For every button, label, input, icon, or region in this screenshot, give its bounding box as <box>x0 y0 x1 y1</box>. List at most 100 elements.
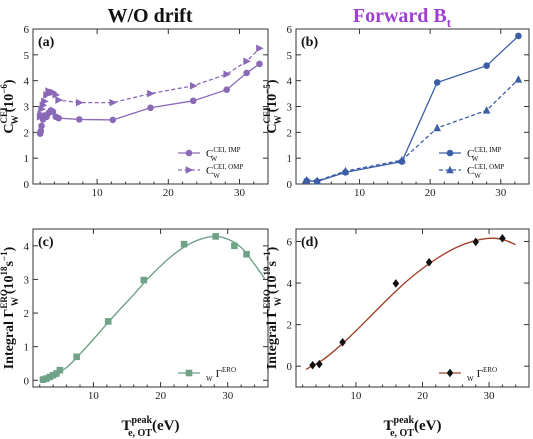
x-tick-label: 20 <box>163 187 175 199</box>
plot-frame <box>295 28 530 185</box>
legend-label: CCEI, IMP W <box>467 146 502 163</box>
data-point <box>39 376 47 383</box>
y-axis-label: Integral ΓEROW(1018s−1) <box>0 246 20 369</box>
x-tick-label: 10 <box>354 187 366 199</box>
data-point <box>55 96 63 104</box>
x-tick-label: 30 <box>234 187 246 199</box>
legend-swatch-marker <box>446 149 454 157</box>
x-tick-label: 30 <box>484 390 496 402</box>
series-0 <box>36 60 263 137</box>
panel-1: 10 20 30 0 1 2 3 4 5 6 (b) CCEIW(10−5) CCEI, IMP WCCE… <box>262 24 530 199</box>
data-point <box>212 233 219 240</box>
data-point <box>109 116 117 124</box>
data-point <box>243 69 250 77</box>
legend-label: CCEI, OMP W <box>467 163 504 180</box>
y-tick-label: 0 <box>287 179 293 191</box>
y-tick-label: 6 <box>24 24 30 36</box>
y-tick-label: 4 <box>287 76 293 88</box>
data-point <box>243 57 251 66</box>
panel-label: (c) <box>38 235 54 250</box>
x-tick-label: 20 <box>417 390 429 402</box>
data-point <box>339 338 346 347</box>
y-tick-label: 1 <box>287 153 293 165</box>
y-tick-label: 4 <box>24 241 30 253</box>
series-0 <box>39 233 266 383</box>
data-point <box>75 98 84 107</box>
y-tick-label: 4 <box>24 76 30 88</box>
data-point <box>341 166 350 175</box>
y-tick-label: 0 <box>287 361 293 373</box>
y-tick-label: 6 <box>287 24 293 36</box>
panel-3: 10 20 30 0 2 4 6 (d) Integral ΓEROW(1019s−1) ΓERO… <box>262 228 530 439</box>
data-point <box>189 82 198 90</box>
title-right: Forward Bt <box>353 5 452 30</box>
legend-swatch-marker <box>185 369 193 377</box>
data-point <box>55 114 62 122</box>
y-axis-label: Integral ΓEROW(1019s−1) <box>262 246 283 369</box>
title-left: W/O drift <box>108 5 193 27</box>
data-point <box>75 116 83 123</box>
y-axis-label: CCEIW(10−6) <box>0 79 20 133</box>
data-point <box>53 370 60 377</box>
x-tick-label: 10 <box>350 390 362 402</box>
y-tick-label: 2 <box>287 320 293 332</box>
data-point <box>147 104 154 112</box>
y-tick-label: 3 <box>24 274 30 286</box>
y-tick-label: 1 <box>24 153 30 165</box>
plot-frame <box>295 228 530 388</box>
panel-label: (d) <box>301 235 318 250</box>
y-axis-label: CCEIW(10−5) <box>262 79 283 133</box>
panel-0: 10 20 30 0 1 2 3 4 5 6 (a) CCEIW(10−6) CCEI, IMP WCCE… <box>0 24 269 199</box>
y-tick-label: 5 <box>287 50 293 62</box>
y-tick-label: 2 <box>24 308 30 320</box>
data-point <box>499 234 506 243</box>
data-point <box>514 75 523 83</box>
x-tick-label: 10 <box>88 390 100 402</box>
x-tick-label: 20 <box>425 187 437 199</box>
data-point <box>482 106 491 114</box>
y-tick-label: 3 <box>287 102 293 114</box>
data-point <box>73 353 80 361</box>
data-point <box>316 359 323 369</box>
data-point <box>109 98 118 107</box>
data-point <box>38 122 45 130</box>
legend-label: CCEI, IMP W <box>206 146 241 163</box>
legend: ΓERO W <box>178 366 236 383</box>
data-point <box>243 250 250 258</box>
series-1 <box>302 75 523 185</box>
y-tick-label: 5 <box>24 50 30 62</box>
y-tick-label: 2 <box>24 127 30 139</box>
data-point <box>223 86 230 94</box>
data-point <box>104 318 112 325</box>
data-point <box>313 176 321 185</box>
x-tick-label: 30 <box>495 187 507 199</box>
legend-label: CCEI, OMP W <box>206 163 243 180</box>
data-point <box>256 60 263 68</box>
data-point <box>37 127 45 135</box>
data-point <box>46 373 54 381</box>
plot-frame <box>32 228 269 388</box>
data-point <box>49 108 57 115</box>
legend-swatch-marker <box>185 149 193 157</box>
data-point <box>302 175 311 184</box>
x-tick-label: 30 <box>222 390 234 402</box>
y-tick-label: 2 <box>287 127 293 139</box>
data-point <box>433 123 442 132</box>
data-point <box>433 79 441 86</box>
data-point <box>52 91 61 99</box>
x-tick-label: 10 <box>92 187 104 199</box>
legend-label: ΓERO W <box>467 366 497 383</box>
legend: ΓERO W <box>439 366 497 383</box>
series-0 <box>305 234 516 370</box>
data-point <box>37 110 46 119</box>
data-point <box>256 44 264 53</box>
data-point <box>515 32 522 40</box>
data-point <box>180 240 188 248</box>
data-point <box>140 276 148 284</box>
data-point <box>49 371 57 379</box>
data-point <box>472 237 480 247</box>
data-point <box>43 375 50 382</box>
panel-label: (a) <box>38 35 55 50</box>
